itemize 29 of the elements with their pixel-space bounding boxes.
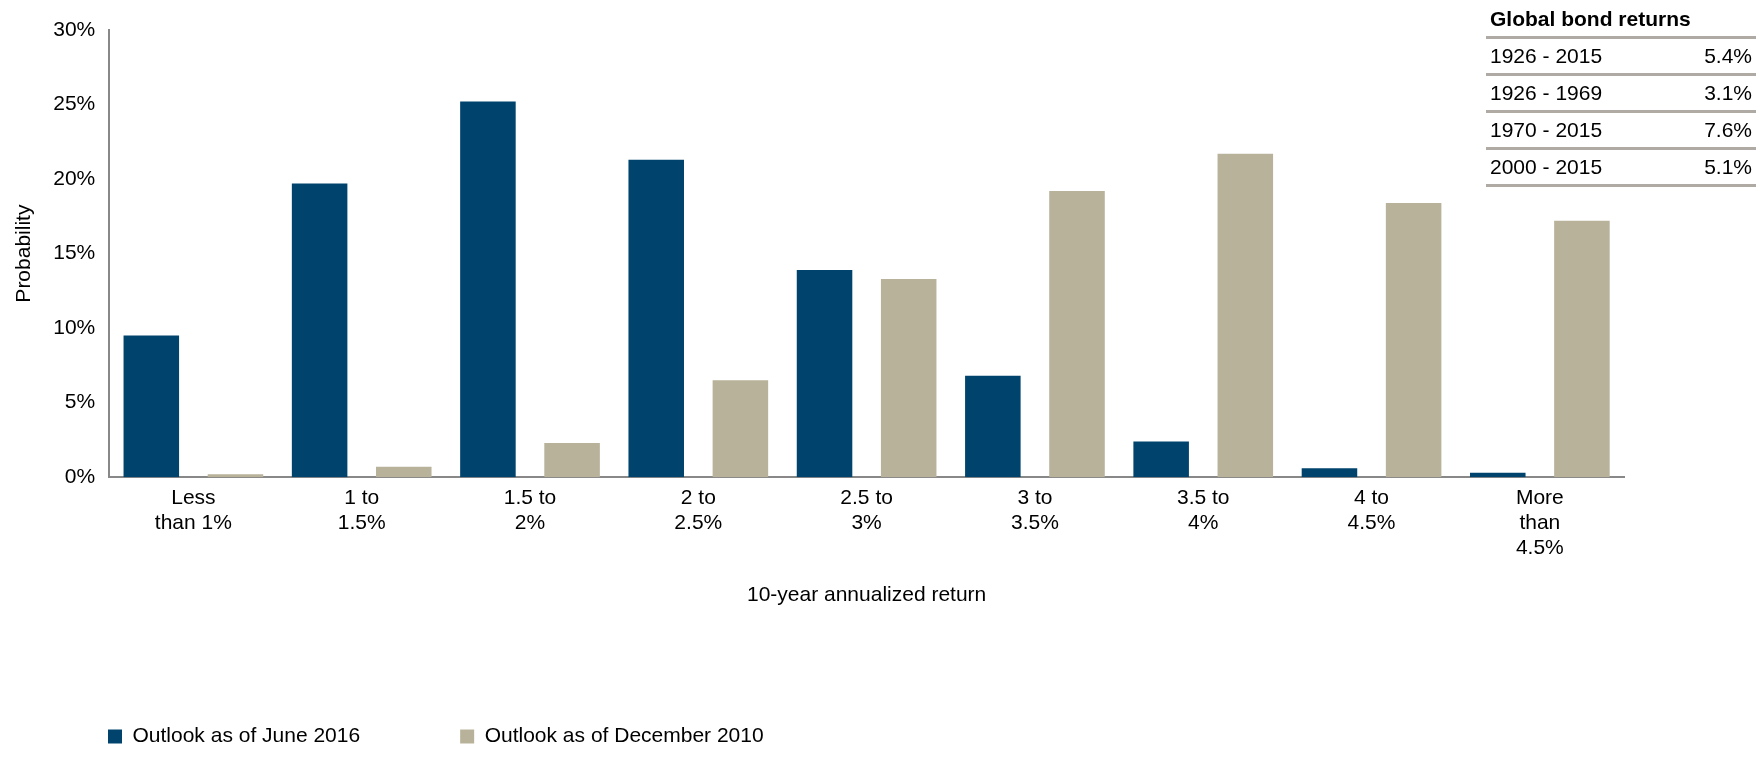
x-tick-label: 2 to 2.5% <box>674 484 723 533</box>
x-tick-label: 3 to 3.5% <box>1010 484 1059 533</box>
text: 5.1% <box>1670 148 1756 186</box>
annotation: 1926 - 1969 <box>1486 74 1671 112</box>
annotation: Global bond returns <box>1486 2 1756 38</box>
annotation: 1926 - 2015 <box>1486 37 1671 75</box>
text: 3.1% <box>1670 74 1756 112</box>
y-tick-label: 0% <box>64 464 96 487</box>
y-tick-label: 15% <box>53 240 96 264</box>
legend-label: Outlook as of December 2010 <box>484 723 764 747</box>
y-tick-label: 25% <box>53 91 96 115</box>
y-axis-title: Probability <box>11 204 35 303</box>
y-tick-label: 20% <box>53 165 96 189</box>
x-tick-label: Less than 1% <box>154 484 232 533</box>
x-tick-label: 4 to 4.5% <box>1347 484 1396 533</box>
text: 5.4% <box>1670 37 1756 75</box>
legend-label: Outlook as of June 2016 <box>132 723 361 747</box>
x-tick-label: 2.5 to 3% <box>840 484 893 533</box>
text: 7.6% <box>1670 111 1756 149</box>
y-tick-label: 10% <box>53 314 96 338</box>
x-tick-label: 1.5 to 2% <box>503 484 557 533</box>
annotation: 2000 - 2015 <box>1486 148 1671 186</box>
y-tick-label: 30% <box>53 16 96 40</box>
x-tick-label: 1 to 1.5% <box>337 484 386 533</box>
x-tick-label: 3.5 to 4% <box>1176 484 1230 533</box>
x-tick-label: More than 4.5% <box>1515 484 1564 558</box>
annotation: 1970 - 2015 <box>1486 111 1671 149</box>
x-axis-title: 10-year annualized return <box>746 582 987 606</box>
y-tick-label: 5% <box>64 389 96 413</box>
